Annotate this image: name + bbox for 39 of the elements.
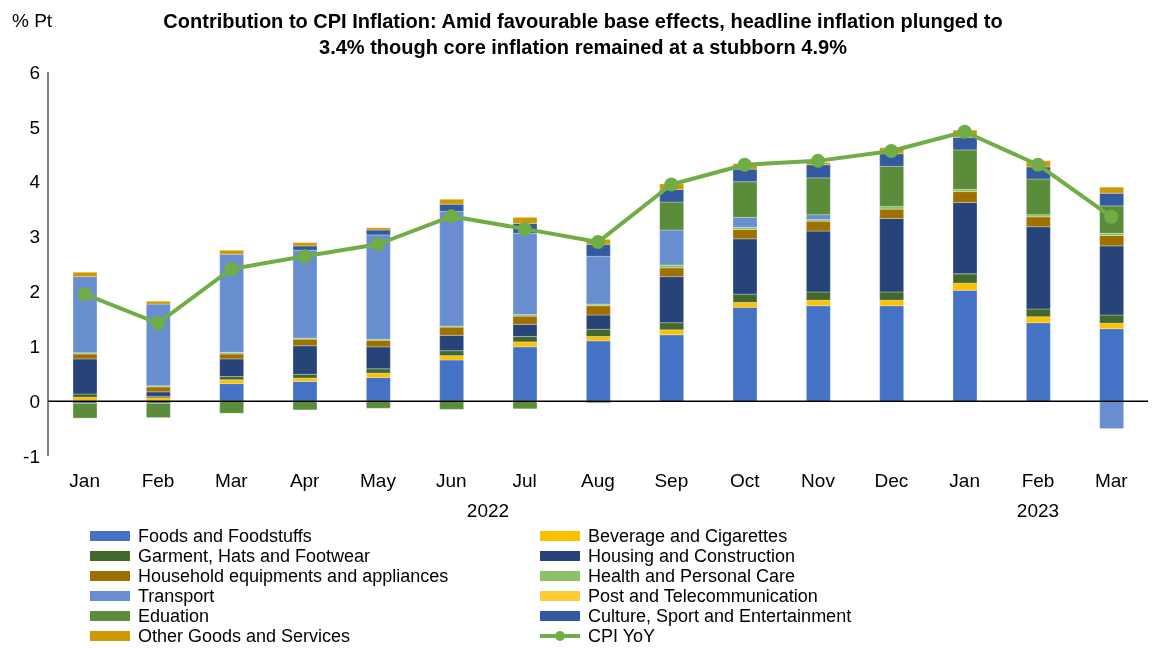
legend-label: Post and Telecommunication: [588, 585, 818, 607]
legend-label: Eduation: [138, 605, 210, 627]
x-tick-label: Oct: [729, 470, 761, 492]
y-tick-label: -1: [23, 445, 40, 467]
legend-label: Housing and Construction: [588, 545, 796, 567]
legend-label: Culture, Sport and Entertainment: [588, 605, 852, 627]
x-tick-label: Dec: [874, 470, 909, 492]
y-tick-label: 6: [29, 61, 40, 83]
y-tick-label: 2: [29, 281, 40, 303]
y-axis-title: % Pt: [12, 10, 53, 32]
y-tick-label: 5: [29, 116, 40, 138]
text: 2022: [465, 500, 511, 522]
x-tick-label: Jan: [69, 470, 100, 492]
x-tick-label: May: [360, 470, 397, 492]
legend-label: Transport: [138, 585, 215, 607]
x-tick-label: Sep: [654, 470, 689, 492]
legend-label: CPI YoY: [588, 625, 656, 647]
legend-label: Health and Personal Care: [588, 565, 796, 587]
x-tick-label: Feb: [141, 470, 175, 492]
legend-label: Household equipments and appliances: [138, 565, 449, 587]
x-tick-label: Mar: [1094, 470, 1129, 492]
x-tick-label: Mar: [214, 470, 249, 492]
y-tick-label: 1: [29, 336, 40, 358]
text: 2023: [1015, 500, 1061, 522]
legend-label: Other Goods and Services: [138, 625, 351, 647]
x-tick-label: Jul: [512, 470, 537, 492]
legend-label: Foods and Foodstuffs: [138, 525, 312, 547]
x-tick-label: Feb: [1021, 470, 1055, 492]
y-tick-label: 3: [29, 226, 40, 248]
chart-title: Contribution to CPI Inflation: Amid favourable base effects, headline inflation plunged to 3.4% though core inflation remained at a stubborn 4.9%: [162, 9, 1004, 60]
y-tick-label: 4: [29, 171, 41, 193]
x-tick-label: Jun: [436, 470, 467, 492]
y-tick-label: 0: [29, 390, 40, 412]
x-tick-label: Jan: [949, 470, 980, 492]
legend-label: Beverage and Cigarettes: [588, 525, 788, 547]
x-tick-label: Nov: [801, 470, 836, 492]
legend-label: Garment, Hats and Footwear: [138, 545, 371, 567]
x-tick-label: Apr: [289, 470, 321, 492]
x-tick-label: Aug: [581, 470, 615, 492]
